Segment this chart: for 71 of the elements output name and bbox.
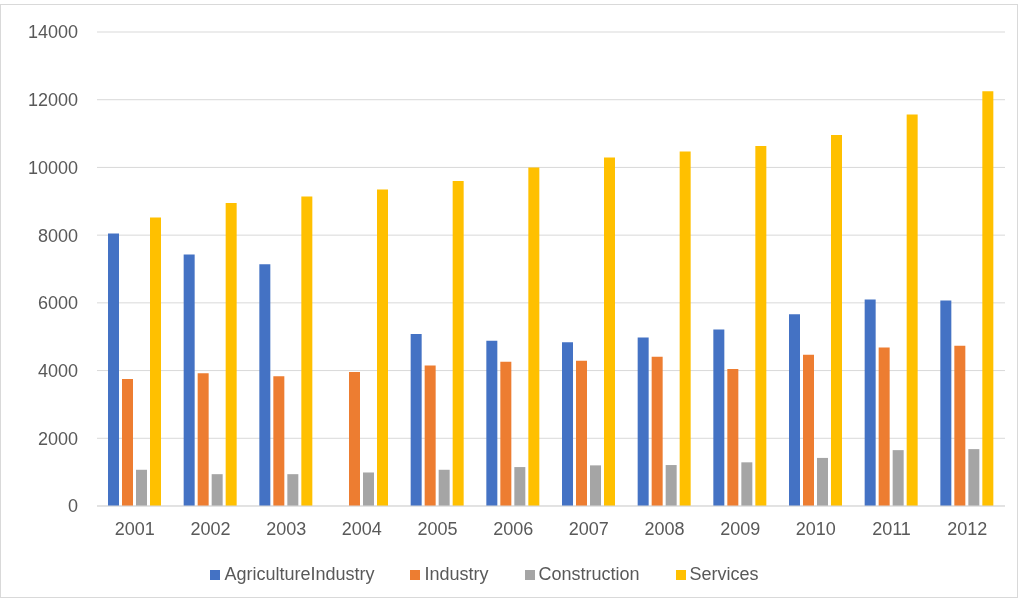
bar <box>273 376 285 506</box>
y-tick-label: 2000 <box>37 428 78 449</box>
bar <box>864 299 876 506</box>
bar <box>424 365 436 506</box>
x-tick-label: 2011 <box>872 518 911 539</box>
x-tick-label: 2007 <box>568 518 609 539</box>
bar <box>225 202 237 506</box>
y-tick-label: 10000 <box>27 157 78 178</box>
bar <box>741 462 753 506</box>
legend-label: Services <box>689 564 759 584</box>
bar <box>637 337 649 506</box>
x-tick-label: 2006 <box>493 518 534 539</box>
bar <box>349 371 360 506</box>
bar <box>287 474 299 506</box>
x-tick-label: 2010 <box>795 518 836 539</box>
bar <box>604 157 615 506</box>
bar <box>211 474 223 506</box>
y-tick-label: 12000 <box>27 90 78 111</box>
y-tick-label: 0 <box>67 496 78 517</box>
legend-label: Construction <box>538 564 640 584</box>
y-tick-label: 4000 <box>37 360 78 381</box>
bar <box>590 465 601 506</box>
bar <box>940 300 952 506</box>
bar <box>410 334 422 506</box>
bar <box>651 356 663 506</box>
bar <box>122 379 133 506</box>
bar <box>906 114 918 506</box>
y-tick-label: 14000 <box>27 22 78 43</box>
bar <box>665 465 677 506</box>
bar <box>108 233 119 506</box>
bar <box>789 314 800 506</box>
x-tick-label: 2005 <box>417 518 458 539</box>
bar <box>438 469 450 506</box>
bar <box>136 469 147 506</box>
bar <box>183 254 195 506</box>
legend-label: Industry <box>424 564 489 584</box>
bar <box>817 457 828 506</box>
legend-label: AgricultureIndustry <box>224 564 375 584</box>
bar <box>576 360 587 506</box>
bar <box>954 345 966 506</box>
bar <box>892 450 904 506</box>
bar <box>377 189 388 506</box>
bar <box>831 134 842 506</box>
bar <box>713 329 725 506</box>
bar <box>727 368 739 506</box>
y-tick-label: 6000 <box>37 293 78 314</box>
bar <box>679 151 691 506</box>
x-tick-label: 2002 <box>190 518 231 539</box>
bar <box>150 217 161 506</box>
x-tick-label: 2001 <box>114 518 155 539</box>
x-tick-label: 2004 <box>341 518 382 539</box>
bar <box>755 146 767 506</box>
bar <box>452 180 464 506</box>
y-tick-label: 8000 <box>37 225 78 246</box>
bar <box>301 196 313 506</box>
bar <box>878 347 890 506</box>
bar <box>803 354 814 506</box>
bar <box>486 340 498 506</box>
bar <box>500 361 512 506</box>
bar <box>197 373 209 506</box>
bar <box>259 264 271 506</box>
bar <box>562 342 573 506</box>
bar <box>363 472 374 506</box>
x-tick-label: 2003 <box>266 518 307 539</box>
x-tick-label: 2008 <box>644 518 685 539</box>
bar <box>514 467 526 506</box>
bar <box>528 167 540 506</box>
x-tick-label: 2009 <box>720 518 761 539</box>
bar <box>968 449 980 506</box>
x-tick-label: 2012 <box>947 518 988 539</box>
bar <box>982 91 994 506</box>
